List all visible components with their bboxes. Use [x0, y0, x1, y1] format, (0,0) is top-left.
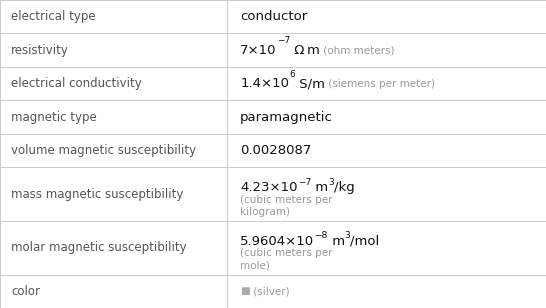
- Text: resistivity: resistivity: [11, 44, 69, 57]
- Text: 3: 3: [328, 178, 334, 187]
- Text: /mol: /mol: [351, 235, 379, 248]
- Text: mass magnetic susceptibility: mass magnetic susceptibility: [11, 188, 183, 201]
- Text: electrical type: electrical type: [11, 10, 96, 23]
- Text: volume magnetic susceptibility: volume magnetic susceptibility: [11, 144, 196, 157]
- Text: paramagnetic: paramagnetic: [240, 111, 333, 124]
- Text: 4.23×10: 4.23×10: [240, 181, 298, 194]
- Text: S/m: S/m: [295, 77, 325, 90]
- Text: conductor: conductor: [240, 10, 307, 23]
- Text: (siemens per meter): (siemens per meter): [325, 79, 435, 89]
- Text: ■: ■: [240, 286, 250, 296]
- Text: m: m: [328, 235, 345, 248]
- Text: molar magnetic susceptibility: molar magnetic susceptibility: [11, 241, 187, 254]
- Text: 7×10: 7×10: [240, 44, 277, 57]
- Text: (ohm meters): (ohm meters): [320, 45, 394, 55]
- Text: magnetic type: magnetic type: [11, 111, 97, 124]
- Text: m: m: [311, 181, 328, 194]
- Text: Ω m: Ω m: [290, 44, 320, 57]
- Text: (silver): (silver): [250, 286, 289, 296]
- Text: 6: 6: [289, 70, 295, 79]
- Text: electrical conductivity: electrical conductivity: [11, 77, 141, 90]
- Text: 0.0028087: 0.0028087: [240, 144, 312, 157]
- Text: (cubic meters per
kilogram): (cubic meters per kilogram): [240, 195, 333, 217]
- Text: 1.4×10: 1.4×10: [240, 77, 289, 90]
- Text: /kg: /kg: [334, 181, 354, 194]
- Text: −8: −8: [314, 231, 328, 241]
- Text: (cubic meters per
mole): (cubic meters per mole): [240, 248, 333, 271]
- Text: −7: −7: [277, 36, 290, 45]
- Text: color: color: [11, 285, 40, 298]
- Text: −7: −7: [298, 178, 311, 187]
- Text: 5.9604×10: 5.9604×10: [240, 235, 314, 248]
- Text: 3: 3: [345, 231, 351, 241]
